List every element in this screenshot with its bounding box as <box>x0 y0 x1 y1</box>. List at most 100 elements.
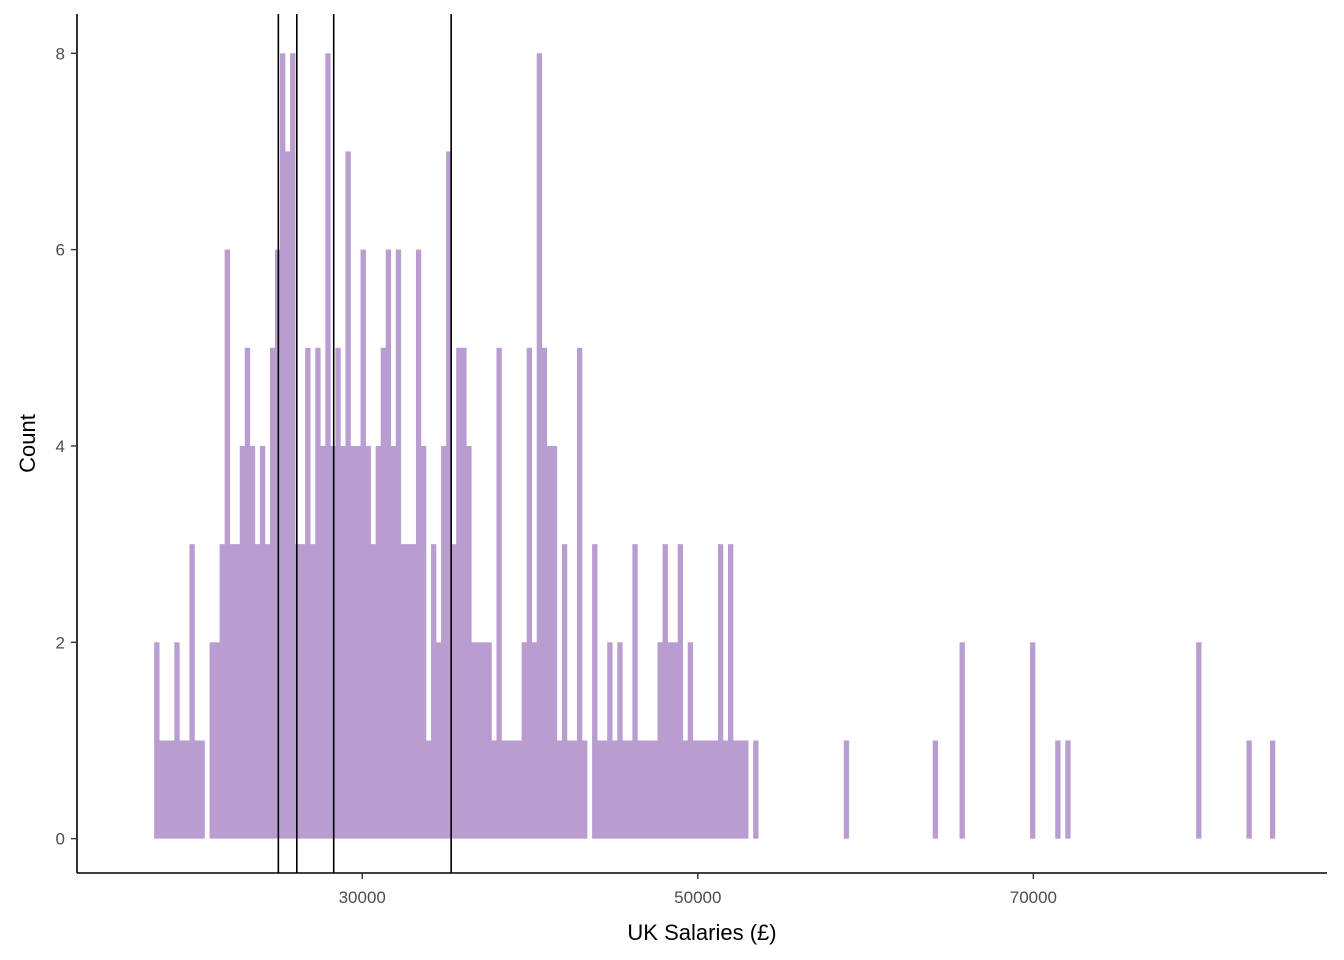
reference-lines <box>277 14 452 873</box>
histogram-bar <box>244 347 251 839</box>
x-tick-label: 50000 <box>674 888 721 907</box>
histogram-bar <box>425 740 432 839</box>
histogram-bar <box>360 249 366 839</box>
y-tick-label: 8 <box>56 44 65 63</box>
histogram-bar <box>300 544 306 839</box>
histogram-bar <box>561 544 568 839</box>
histogram-bar <box>707 740 714 839</box>
histogram-bar <box>481 642 487 839</box>
histogram-bar <box>380 347 387 839</box>
histogram-bar <box>677 544 683 839</box>
histogram-bar <box>174 642 180 839</box>
histogram-bar <box>310 544 316 839</box>
histogram-bar <box>199 740 205 839</box>
histogram-bar <box>546 445 553 839</box>
histogram-bar <box>612 740 618 839</box>
histogram-bar <box>521 642 527 839</box>
histogram-bar <box>471 642 477 839</box>
histogram-bar <box>385 249 392 839</box>
histogram-bar <box>249 445 256 839</box>
y-tick-label: 0 <box>56 830 65 849</box>
histogram-bar <box>551 445 558 839</box>
histogram-bar <box>340 445 346 839</box>
y-axis-ticks: 0 2 4 6 8 <box>56 44 77 849</box>
histogram-bar <box>350 445 356 839</box>
histogram-bar <box>280 53 286 839</box>
histogram-bar <box>632 544 638 839</box>
histogram-bar <box>728 544 734 839</box>
histogram-bar <box>516 740 522 839</box>
histogram-bar <box>592 544 598 839</box>
histogram-bar <box>617 642 623 839</box>
y-tick-label: 2 <box>56 633 65 652</box>
histogram-bar <box>682 740 689 839</box>
histogram-bar <box>461 347 467 839</box>
histogram-bar <box>169 740 175 839</box>
histogram-bar <box>1055 740 1061 839</box>
histogram-bar <box>295 544 301 839</box>
histogram-bar <box>476 642 482 839</box>
histogram-bar <box>733 740 739 839</box>
histogram-bar <box>566 740 573 839</box>
histogram-bar <box>511 740 517 839</box>
histogram-bar <box>441 445 447 839</box>
histogram-bar <box>164 740 170 839</box>
histogram-bar <box>506 740 512 839</box>
histogram-bar <box>214 642 220 839</box>
histogram-bar <box>209 642 215 839</box>
histogram-bar <box>536 53 543 839</box>
histogram-bar <box>1030 642 1036 839</box>
histogram-bar <box>315 347 321 839</box>
y-axis-title: Count <box>15 414 40 473</box>
histogram-bar <box>662 544 668 839</box>
histogram-bar <box>692 740 699 839</box>
histogram-bar <box>577 347 583 839</box>
histogram-bar <box>667 642 673 839</box>
x-tick-label: 30000 <box>339 888 386 907</box>
histogram-bar <box>229 544 236 839</box>
histogram-bar <box>234 544 241 839</box>
histogram-bar <box>375 445 381 839</box>
histogram-bar <box>753 740 759 839</box>
histogram-bar <box>420 445 427 839</box>
histogram-bar <box>607 642 613 839</box>
histogram-bar <box>486 642 492 839</box>
histogram-bar <box>179 740 185 839</box>
histogram-bar <box>1269 740 1276 839</box>
histogram-bar <box>194 740 200 839</box>
histogram-bar <box>410 544 417 839</box>
histogram-bar <box>345 151 351 839</box>
histogram-bar <box>466 445 472 839</box>
histogram-bar <box>305 347 311 839</box>
histogram-bar <box>451 544 457 839</box>
histogram-bar <box>320 445 326 839</box>
histogram-bar <box>264 544 271 839</box>
histogram-bar <box>159 740 165 839</box>
histogram-bar <box>697 740 704 839</box>
histogram-bar <box>627 740 633 839</box>
histogram-bar <box>405 544 412 839</box>
histogram-bar <box>189 544 195 839</box>
histogram-bar <box>1196 642 1202 839</box>
histogram-bar <box>647 740 653 839</box>
histogram-bar <box>269 347 276 839</box>
histogram-bar <box>722 740 729 839</box>
histogram-bar <box>637 740 643 839</box>
histogram-bar <box>415 249 422 839</box>
histogram-bar <box>491 740 497 839</box>
histogram-bar <box>652 740 658 839</box>
histogram-bar <box>254 544 261 839</box>
histogram-bar <box>335 347 341 839</box>
histogram-bar <box>571 740 578 839</box>
histogram-bar <box>370 544 376 839</box>
histogram-bar <box>602 740 608 839</box>
y-tick-label: 4 <box>56 437 65 456</box>
histogram-bar <box>224 249 230 839</box>
histogram-bar <box>239 445 246 839</box>
histogram-bar <box>717 544 724 839</box>
histogram-bar <box>355 445 361 839</box>
histogram-bar <box>456 347 462 839</box>
y-tick-label: 6 <box>56 241 65 260</box>
